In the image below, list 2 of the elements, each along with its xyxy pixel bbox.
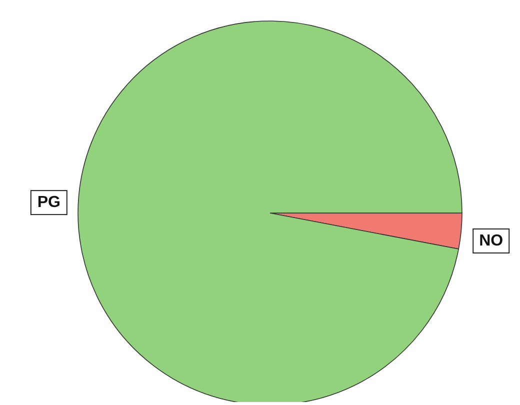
slice-label: NO (479, 232, 504, 250)
slice-label: PG (37, 194, 60, 212)
